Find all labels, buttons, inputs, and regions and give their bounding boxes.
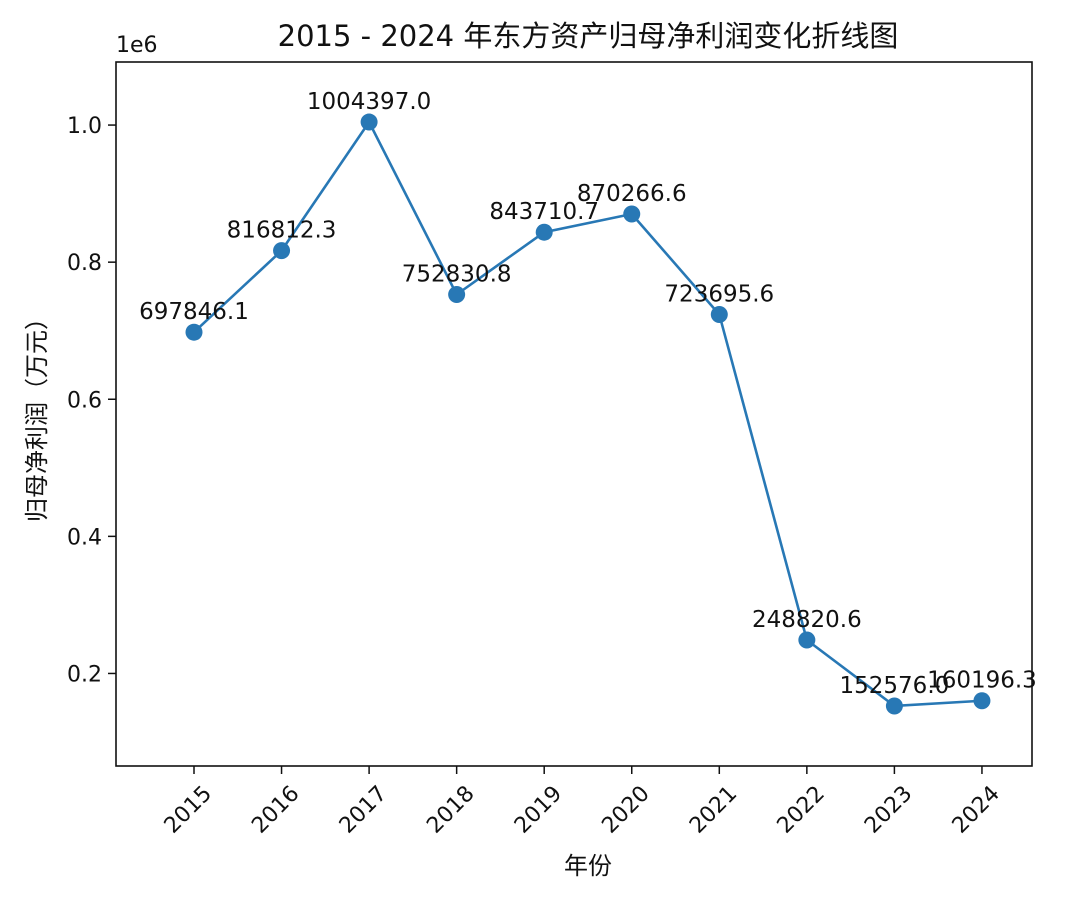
data-point [885,697,903,715]
y-axis-offset-label: 1e6 [116,33,158,58]
data-labels: 697846.1 816812.3 1004397.0 752830.8 843710.… [139,89,1037,699]
data-point [710,305,728,323]
data-label: 816812.3 [227,218,337,244]
data-label: 843710.7 [489,199,599,225]
series-line [193,119,983,708]
data-label: 752830.8 [402,261,512,287]
data-point [360,113,378,131]
x-tick-label: 2015 [160,781,217,838]
data-point [623,205,641,223]
x-axis: 2015 2016 2017 2018 2019 2020 2021 2022 2023 2024 [160,766,1005,839]
y-tick-label: 0.2 [67,662,102,687]
x-tick-label: 2019 [510,781,567,838]
x-tick-label: 2023 [860,781,917,838]
chart-title: 2015 - 2024 年东方资产归母净利润变化折线图 [278,19,899,53]
x-tick-label: 2024 [948,781,1005,838]
data-label: 152576.0 [840,673,950,699]
data-label: 697846.1 [139,299,249,325]
data-point [973,692,991,710]
plot-area-frame [115,61,1033,767]
data-label: 1004397.0 [307,89,431,115]
x-tick-label: 2021 [685,781,742,838]
y-tick-label: 0.8 [67,251,102,276]
x-axis-title: 年份 [564,852,612,880]
data-label: 248820.6 [752,607,862,633]
data-point [798,631,816,649]
x-tick-label: 2020 [597,781,654,838]
x-tick-label: 2018 [422,781,479,838]
y-axis: 0.2 0.4 0.6 0.8 1.0 [67,114,116,687]
data-label: 160196.3 [927,668,1037,694]
data-label: 723695.6 [664,281,774,307]
x-tick-label: 2016 [247,781,304,838]
y-tick-label: 0.4 [67,525,102,550]
data-point [273,242,291,260]
x-tick-label: 2017 [335,781,392,838]
data-point [535,223,553,241]
y-tick-label: 1.0 [67,114,102,139]
x-tick-label: 2022 [773,781,830,838]
y-tick-label: 0.6 [67,388,102,413]
data-label: 870266.6 [577,181,687,207]
data-points [185,113,991,715]
y-axis-title: 归母净利润（万元） [23,306,51,522]
data-point [185,323,203,341]
data-point [448,285,466,303]
